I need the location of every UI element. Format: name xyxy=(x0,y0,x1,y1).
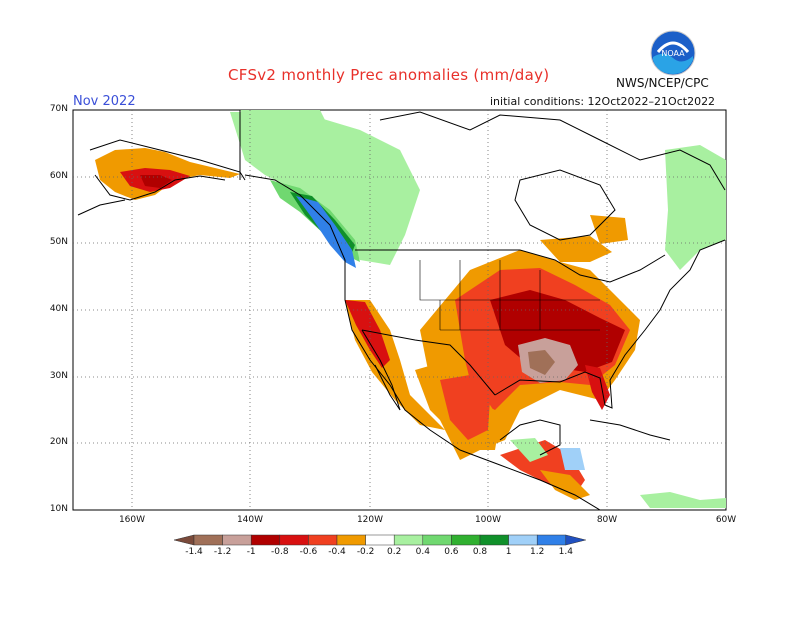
colorbar-label: -1 xyxy=(246,547,256,557)
colorbar-label: 0.2 xyxy=(387,547,402,557)
colorbar-label: 0.4 xyxy=(415,547,430,557)
lat-label: 60N xyxy=(49,171,68,181)
lon-label: 80W xyxy=(596,515,618,525)
graticule xyxy=(73,110,726,510)
colorbar-swatch xyxy=(422,534,452,546)
caribbean-wet xyxy=(640,492,726,508)
ontario-dry xyxy=(540,236,612,262)
colorbar-swatch xyxy=(250,534,281,546)
colorbar-label: 0.6 xyxy=(444,547,459,557)
cuba xyxy=(589,419,671,441)
anomaly-shading xyxy=(95,110,726,508)
colorbar-arrow-low xyxy=(173,534,195,546)
initial-conditions: initial conditions: 12Oct2022–21Oct2022 xyxy=(490,95,716,108)
colorbar-swatch xyxy=(451,534,481,546)
colorbar-swatch xyxy=(336,534,366,546)
us-south-dark-brown xyxy=(528,350,555,375)
colorbar-label: -0.4 xyxy=(328,547,346,557)
lat-label: 70N xyxy=(49,104,68,114)
forecast-month: Nov 2022 xyxy=(73,94,136,109)
colorbar-swatch xyxy=(308,534,338,546)
baja xyxy=(361,329,401,411)
alaska-coast xyxy=(77,139,246,216)
colorbar-label: -0.2 xyxy=(356,547,375,557)
colorbar-swatch xyxy=(222,534,252,546)
noaa-logo-text: NOAA xyxy=(661,49,685,58)
canada-wet xyxy=(230,112,420,265)
colorbar-label: -1.4 xyxy=(185,547,203,557)
us-mexico-border xyxy=(361,329,496,396)
colorbar-swatch xyxy=(193,534,223,546)
gulf-wet xyxy=(510,438,548,462)
arctic-islands xyxy=(379,111,726,191)
colorbar-swatch xyxy=(279,534,309,546)
colorbar-swatch xyxy=(393,534,424,546)
us-canada-border xyxy=(355,249,666,283)
colorbar-swatch xyxy=(479,534,509,546)
map-title: CFSv2 monthly Prec anomalies (mm/day) xyxy=(228,66,550,84)
lat-label: 30N xyxy=(49,371,68,381)
state-borders xyxy=(419,260,600,331)
colorbar-swatch xyxy=(536,534,567,546)
noaa-logo: NOAA xyxy=(650,30,696,76)
colorbar-label: -1.2 xyxy=(213,547,232,557)
agency-label: NWS/NCEP/CPC xyxy=(616,76,709,90)
arctic-wet xyxy=(240,110,330,135)
colorbar-swatch xyxy=(365,534,395,546)
colorbar-label: -0.6 xyxy=(299,547,318,557)
lat-label: 20N xyxy=(49,437,68,447)
lat-label: 50N xyxy=(49,237,68,247)
colorbar-arrow-high xyxy=(565,534,586,546)
gulf-coast xyxy=(494,239,726,409)
colorbar-swatch xyxy=(508,534,538,546)
labrador-dry xyxy=(590,215,628,244)
central-am-orange xyxy=(540,470,590,500)
lon-label: 100W xyxy=(474,515,502,525)
colorbar-label: 1.4 xyxy=(558,547,573,557)
colorbar-label: -0.8 xyxy=(271,547,289,557)
west-coast xyxy=(244,174,601,511)
lon-label: 60W xyxy=(715,515,737,525)
quebec-wet xyxy=(665,145,726,270)
lat-label: 10N xyxy=(49,504,68,514)
coastlines xyxy=(77,110,726,511)
us-west-dry-red xyxy=(345,300,390,368)
lon-label: 120W xyxy=(356,515,384,525)
mexico-red xyxy=(440,375,490,440)
lon-label: 140W xyxy=(236,515,264,525)
yucatan xyxy=(499,419,561,456)
lat-label: 40N xyxy=(49,304,68,314)
hudson-bay xyxy=(514,169,616,241)
alaska-dry-darker xyxy=(140,175,172,188)
colorbar-label: 1 xyxy=(505,547,512,557)
caribbean-blue xyxy=(560,448,585,470)
lon-label: 160W xyxy=(118,515,146,525)
colorbar-label: 0.8 xyxy=(472,547,488,557)
colorbar-label: 1.2 xyxy=(530,547,545,557)
